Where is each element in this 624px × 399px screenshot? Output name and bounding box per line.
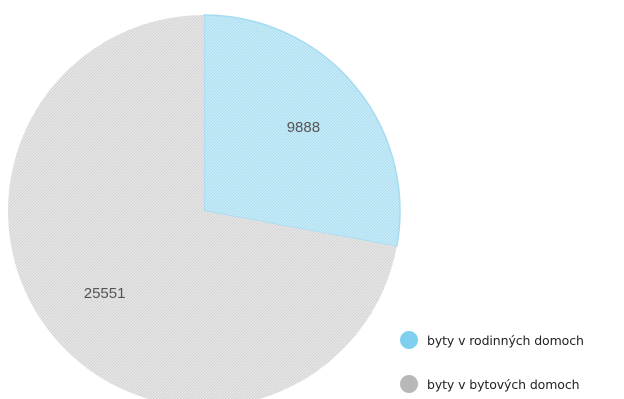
slice-label-rodinne-domy: 9888 xyxy=(287,119,320,136)
legend-swatch-rodinne-domy xyxy=(400,331,418,349)
slice-label-bytove-domy: 25551 xyxy=(84,285,126,302)
pie-slice-bytove-domy xyxy=(8,15,397,399)
pie-slices xyxy=(8,14,401,399)
legend-item-bytove-domy: byty v bytových domoch xyxy=(400,373,580,395)
legend-item-rodinne-domy: byty v rodinných domoch xyxy=(400,329,584,351)
pie-slice-rodinne-domy xyxy=(203,14,401,248)
legend-label-rodinne-domy: byty v rodinných domoch xyxy=(427,332,584,348)
pie-slice-labels: 9888 25551 xyxy=(84,119,320,302)
legend-swatch-bytove-domy xyxy=(400,375,418,393)
legend-label-bytove-domy: byty v bytových domoch xyxy=(427,376,580,392)
